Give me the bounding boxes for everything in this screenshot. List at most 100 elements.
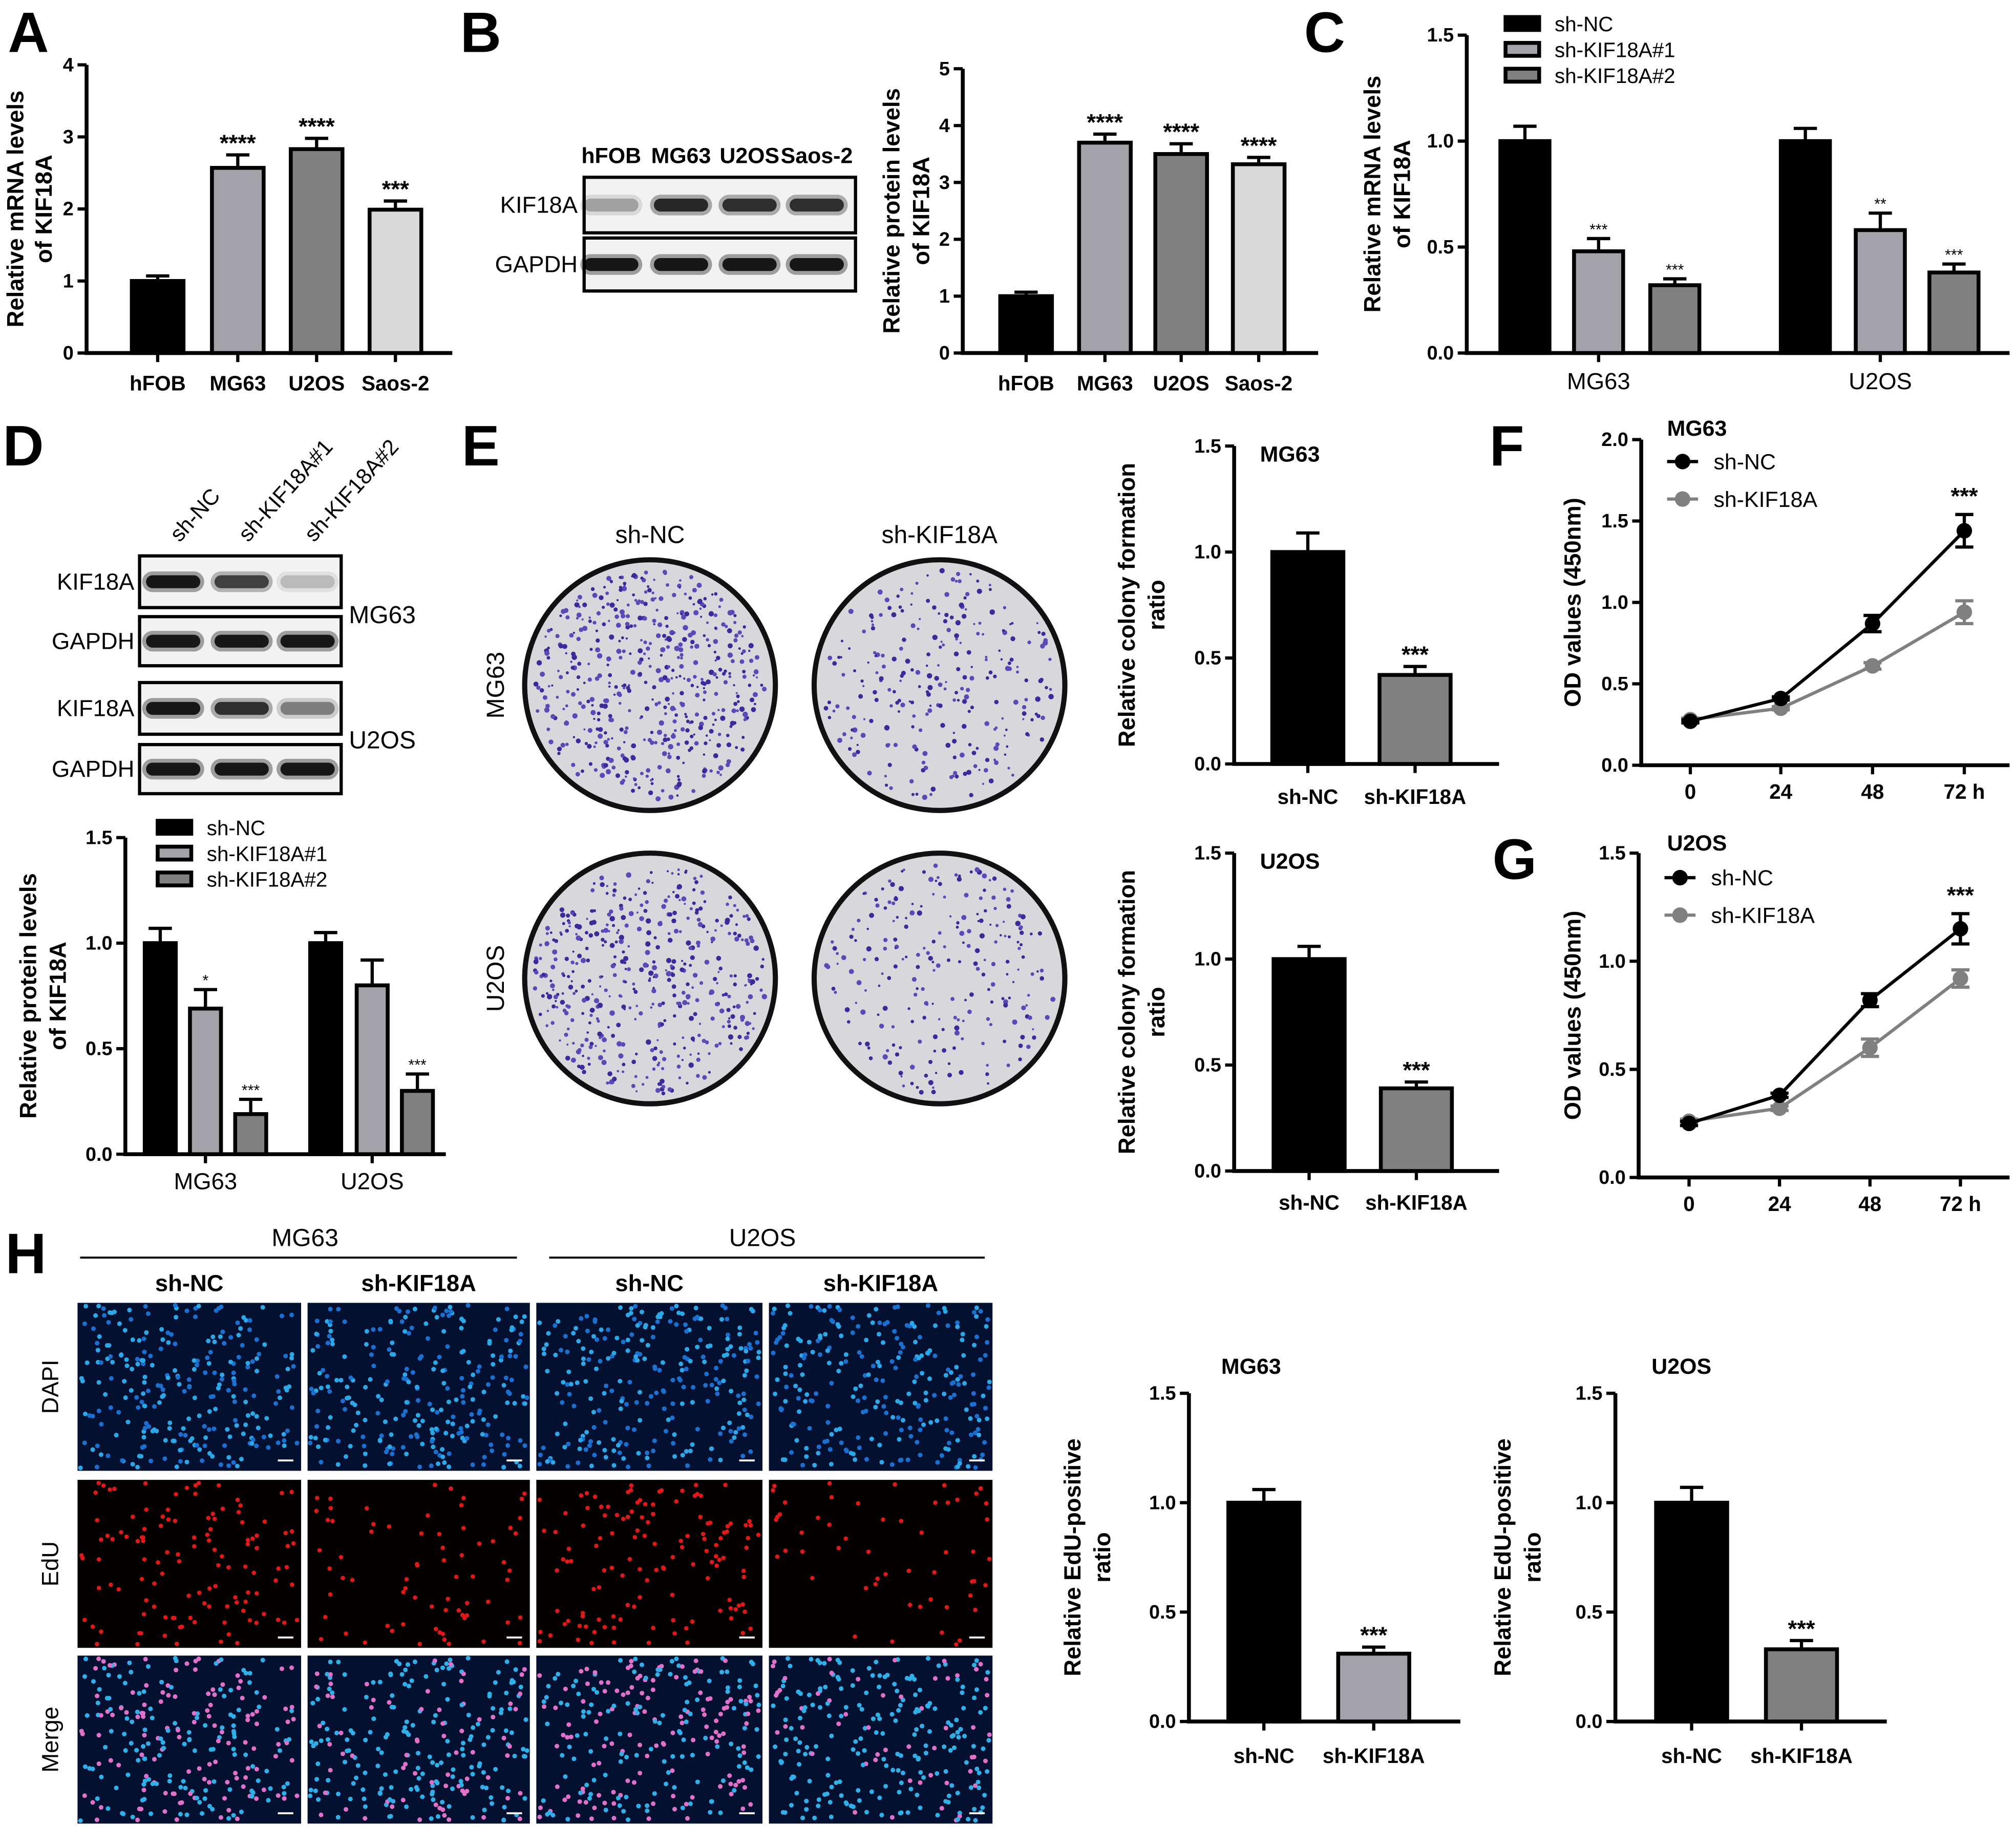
colony-dot: [847, 747, 852, 751]
colony-dot: [698, 725, 703, 730]
colony-dot: [677, 873, 680, 876]
colony-dot: [964, 892, 969, 898]
merged-cell: [142, 1702, 147, 1707]
merged-cell: [823, 1685, 828, 1690]
merged-cell: [327, 1741, 332, 1747]
colony-dot: [935, 1072, 938, 1074]
merged-cell: [184, 1812, 189, 1817]
significance-label: ***: [382, 176, 409, 202]
colony-dot: [587, 728, 593, 733]
merged-cell: [853, 1739, 858, 1744]
cell-nucleus: [459, 1430, 464, 1435]
colony-dot: [899, 679, 902, 683]
cell-nucleus: [942, 1391, 947, 1396]
colony-dot: [649, 740, 654, 745]
cell-nucleus: [783, 1371, 788, 1376]
merged-cell: [625, 1778, 630, 1783]
cell-nucleus: [414, 1385, 419, 1390]
y-tick-label: 0: [63, 343, 74, 364]
colony-dot: [840, 656, 842, 658]
cell-nucleus: [688, 1358, 693, 1364]
edu-positive-cell: [580, 1614, 585, 1619]
merged-cell: [632, 1669, 637, 1674]
colony-dot: [653, 1046, 657, 1051]
merged-cell: [909, 1673, 915, 1678]
merged-cell: [336, 1660, 341, 1665]
merged-cell: [651, 1801, 656, 1806]
colony-dot: [697, 922, 703, 927]
merged-cell: [376, 1747, 381, 1752]
cell-nucleus: [435, 1461, 441, 1466]
merged-cell: [512, 1753, 517, 1759]
cell-nucleus: [522, 1443, 527, 1448]
cell-nucleus: [208, 1350, 213, 1355]
colony-dot: [582, 602, 587, 607]
colony-dot: [678, 899, 681, 901]
cell-nucleus: [809, 1304, 814, 1309]
cell-nucleus: [416, 1423, 421, 1428]
colony-dot: [650, 1006, 653, 1009]
colony-dot: [910, 668, 914, 672]
colony-dot: [703, 634, 706, 637]
merged-cell: [680, 1664, 685, 1669]
colony-dot: [1007, 935, 1011, 939]
merged-cell: [550, 1813, 556, 1818]
merged-cell: [807, 1692, 812, 1697]
cell-nucleus: [825, 1420, 831, 1425]
colony-dot: [634, 893, 638, 896]
merged-cell: [603, 1772, 608, 1778]
cell-nucleus: [183, 1433, 188, 1438]
y-axis-label: Relative EdU-positive: [1490, 1438, 1516, 1676]
colony-dot: [989, 923, 992, 926]
colony-dot: [938, 931, 942, 935]
panel-letter-g: G: [1493, 827, 1537, 891]
merged-cell: [502, 1804, 507, 1810]
colony-dot: [667, 895, 670, 898]
edu-positive-cell: [165, 1550, 169, 1555]
cell-nucleus: [729, 1389, 734, 1394]
colony-dot: [721, 708, 726, 712]
cell-nucleus: [313, 1435, 318, 1441]
colony-dot: [588, 616, 591, 619]
edu-positive-cell: [119, 1530, 123, 1535]
colony-dot: [918, 728, 923, 732]
colony-dot: [1020, 930, 1024, 935]
colony-dot: [557, 747, 562, 752]
cell-nucleus: [116, 1410, 121, 1415]
colony-dot: [572, 992, 576, 995]
colony-dot: [877, 589, 883, 595]
merged-cell: [481, 1742, 486, 1747]
colony-dot: [624, 981, 627, 984]
merged-cell: [134, 1748, 139, 1753]
merged-cell: [555, 1784, 560, 1789]
significance-label: ****: [220, 130, 256, 156]
cell-nucleus: [566, 1441, 571, 1447]
colony-dot: [718, 605, 721, 608]
colony-dot: [891, 612, 897, 618]
cell-nucleus: [282, 1438, 287, 1443]
colony-dot: [957, 877, 962, 882]
y-tick-label: 1.0: [1194, 542, 1221, 563]
y-axis-label: Relative protein levels: [879, 88, 905, 333]
cell-nucleus: [918, 1427, 923, 1432]
edu-positive-cell: [775, 1554, 780, 1559]
merged-cell: [420, 1794, 425, 1799]
colony-dot: [936, 963, 941, 968]
colony-dot: [737, 1035, 742, 1039]
cell-nucleus: [584, 1430, 589, 1435]
colony-dot: [1039, 976, 1045, 981]
edu-positive-cell: [740, 1602, 745, 1607]
colony-dot: [956, 925, 959, 929]
colony-dot: [932, 634, 938, 641]
colony-dot: [659, 596, 664, 601]
edu-positive-cell: [254, 1533, 259, 1538]
y-axis-label: of KIF18A: [31, 155, 57, 263]
cell-nucleus: [432, 1305, 437, 1310]
colony-dot: [605, 769, 611, 775]
cell-nucleus: [914, 1374, 919, 1379]
panel-letter-f: F: [1490, 414, 1524, 478]
merged-cell: [826, 1713, 832, 1718]
cell-nucleus: [650, 1334, 655, 1339]
merged-cell: [545, 1721, 550, 1727]
merged-cell: [742, 1726, 747, 1731]
